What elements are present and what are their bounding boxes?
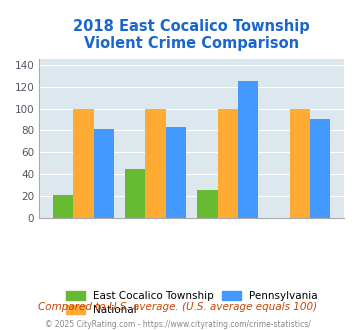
- Bar: [146, 109, 166, 218]
- Bar: [125, 169, 146, 218]
- Bar: [73, 109, 94, 218]
- Legend: East Cocalico Township, National, Pennsylvania: East Cocalico Township, National, Pennsy…: [62, 286, 322, 319]
- Bar: [94, 129, 114, 218]
- Text: © 2025 CityRating.com - https://www.cityrating.com/crime-statistics/: © 2025 CityRating.com - https://www.city…: [45, 319, 310, 329]
- Bar: [218, 109, 238, 218]
- Title: 2018 East Cocalico Township
Violent Crime Comparison: 2018 East Cocalico Township Violent Crim…: [73, 19, 310, 51]
- Bar: [166, 127, 186, 218]
- Bar: [197, 190, 218, 218]
- Bar: [290, 109, 310, 218]
- Bar: [53, 195, 73, 218]
- Bar: [238, 81, 258, 218]
- Bar: [310, 119, 331, 218]
- Text: Compared to U.S. average. (U.S. average equals 100): Compared to U.S. average. (U.S. average …: [38, 302, 317, 312]
